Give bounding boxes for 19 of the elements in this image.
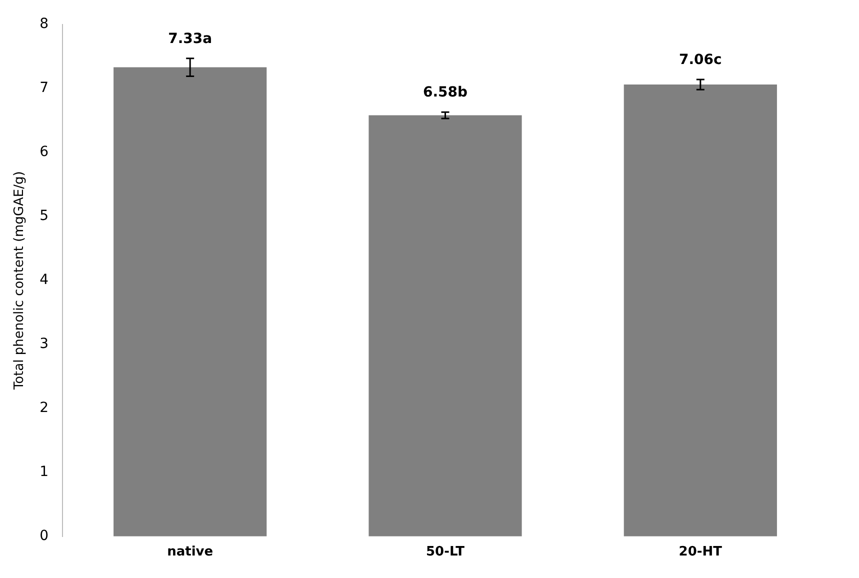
y-tick-label: 7 bbox=[40, 80, 49, 96]
y-tick-label: 0 bbox=[40, 528, 49, 544]
data-label: 6.58b bbox=[422, 84, 468, 101]
x-tick-label: 50-LT bbox=[426, 544, 465, 560]
y-axis-title: Total phenolic content (mgGAE/g) bbox=[12, 171, 28, 391]
y-tick-label: 6 bbox=[40, 144, 49, 160]
x-tick-label: native bbox=[167, 544, 214, 560]
data-label: 7.06c bbox=[678, 52, 722, 68]
y-tick-label: 8 bbox=[40, 16, 49, 32]
bar bbox=[114, 67, 267, 536]
y-tick-label: 1 bbox=[40, 464, 49, 480]
x-tick-label: 20-HT bbox=[678, 544, 722, 560]
y-tick-label: 4 bbox=[40, 272, 49, 288]
y-tick-label: 3 bbox=[40, 336, 49, 352]
bar bbox=[368, 115, 522, 536]
y-tick-label: 5 bbox=[40, 208, 49, 224]
bar bbox=[624, 84, 777, 536]
y-tick-label: 2 bbox=[40, 400, 49, 416]
data-label: 7.33a bbox=[168, 30, 212, 47]
